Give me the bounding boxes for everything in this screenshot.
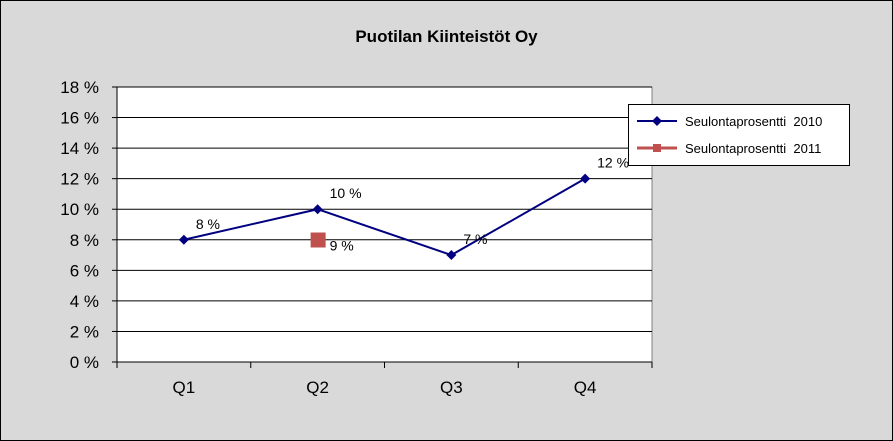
x-tick-label: Q1 (173, 378, 196, 397)
legend-item-2010: Seulontaprosentti 2010 (629, 111, 849, 131)
data-point (580, 173, 591, 184)
legend-label-2011: Seulontaprosentti 2011 (685, 141, 822, 156)
legend: Seulontaprosentti 2010 Seulontaprosentti… (628, 104, 850, 166)
legend-swatch-2010 (637, 116, 677, 126)
series-line-0 (183, 177, 586, 257)
data-label: 10 % (330, 185, 362, 201)
legend-label-2010: Seulontaprosentti 2010 (685, 114, 823, 129)
y-tick-label: 4 % (70, 292, 99, 311)
plot-area (116, 86, 653, 363)
y-tick-label: 14 % (60, 139, 99, 158)
x-tick-label: Q3 (440, 378, 463, 397)
data-label: 9 % (330, 238, 354, 254)
data-point (446, 250, 457, 261)
y-tick-label: 12 % (60, 170, 99, 189)
y-tick-label: 18 % (60, 78, 99, 97)
x-tick-label: Q4 (574, 378, 597, 397)
y-tick-label: 16 % (60, 109, 99, 128)
y-tick-label: 2 % (70, 322, 99, 341)
y-tick-label: 6 % (70, 261, 99, 280)
data-label: 8 % (196, 216, 220, 232)
data-point (310, 232, 326, 248)
data-label: 12 % (597, 155, 629, 171)
x-tick-label: Q2 (306, 378, 329, 397)
legend-item-2011: Seulontaprosentti 2011 (629, 138, 849, 158)
y-tick-label: 8 % (70, 231, 99, 250)
data-label: 7 % (463, 231, 487, 247)
y-tick-label: 10 % (60, 200, 99, 219)
legend-swatch-2011 (637, 144, 677, 152)
data-point (178, 234, 189, 245)
chart-title: Puotilan Kiinteistöt Oy (355, 27, 538, 46)
data-point (312, 204, 323, 215)
y-tick-label: 0 % (70, 353, 99, 372)
